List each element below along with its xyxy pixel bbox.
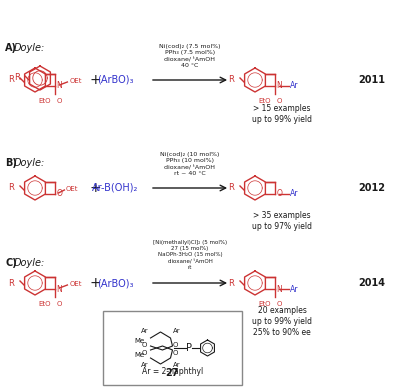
- Text: 27: 27: [166, 368, 179, 378]
- Text: Ar: Ar: [141, 328, 149, 334]
- FancyBboxPatch shape: [103, 311, 242, 385]
- Text: OEt: OEt: [69, 78, 82, 84]
- Text: Ar: Ar: [290, 284, 299, 293]
- Text: Ar = 2-naphthyl: Ar = 2-naphthyl: [142, 367, 203, 376]
- Text: 2014: 2014: [358, 278, 385, 288]
- Text: Ar: Ar: [141, 362, 149, 368]
- Text: Ar: Ar: [173, 328, 180, 334]
- Text: OEt: OEt: [65, 186, 78, 192]
- Text: > 15 examples
up to 99% yield: > 15 examples up to 99% yield: [252, 104, 312, 124]
- Text: O: O: [277, 189, 282, 199]
- Text: C): C): [5, 258, 17, 268]
- Text: 20 examples
up to 99% yield
25% to 90% ee: 20 examples up to 99% yield 25% to 90% e…: [252, 306, 312, 337]
- Text: +: +: [89, 276, 101, 290]
- Text: +: +: [89, 181, 101, 195]
- Text: P: P: [186, 343, 193, 353]
- Text: (ArBO)₃: (ArBO)₃: [97, 75, 133, 85]
- Text: O: O: [56, 301, 62, 307]
- Text: Ar: Ar: [290, 189, 299, 199]
- Text: N: N: [277, 81, 282, 90]
- Text: B): B): [5, 158, 17, 168]
- Text: O: O: [56, 189, 62, 199]
- Text: O: O: [142, 350, 147, 356]
- Text: > 35 examples
up to 97% yield: > 35 examples up to 97% yield: [252, 211, 312, 231]
- Text: O: O: [277, 301, 282, 307]
- Text: (ArBO)₃: (ArBO)₃: [97, 278, 133, 288]
- Text: R: R: [8, 76, 14, 85]
- Text: Me: Me: [134, 352, 145, 358]
- Text: O: O: [56, 98, 62, 104]
- Text: O: O: [277, 98, 282, 104]
- Text: O: O: [173, 342, 178, 348]
- Text: N: N: [277, 284, 282, 293]
- Text: +: +: [89, 73, 101, 87]
- Text: Me: Me: [134, 338, 145, 344]
- Text: [Ni(methallyl)Cl]₂ (5 mol%)
27 (15 mol%)
NaOPh·3H₂O (15 mol%)
dioxane/ ᵗAmOH
rt: [Ni(methallyl)Cl]₂ (5 mol%) 27 (15 mol%)…: [153, 239, 227, 270]
- Text: A): A): [5, 43, 17, 53]
- Text: Ni(cod)₂ (10 mol%)
PPh₃ (10 mol%)
dioxane/ ᵗAmOH
rt ~ 40 °C: Ni(cod)₂ (10 mol%) PPh₃ (10 mol%) dioxan…: [160, 152, 220, 176]
- Text: Ar: Ar: [290, 81, 299, 90]
- Text: N: N: [56, 81, 62, 90]
- Text: 2011: 2011: [358, 75, 385, 85]
- Text: Ar-B(OH)₂: Ar-B(OH)₂: [92, 183, 138, 193]
- Text: R: R: [228, 76, 234, 85]
- Text: N: N: [56, 284, 62, 293]
- Text: O: O: [142, 342, 147, 348]
- Text: Ar: Ar: [173, 362, 180, 368]
- Text: R: R: [228, 184, 234, 192]
- Text: OEt: OEt: [69, 281, 82, 287]
- Text: EtO: EtO: [38, 98, 50, 104]
- Text: EtO: EtO: [38, 301, 50, 307]
- Text: EtO: EtO: [258, 301, 270, 307]
- Text: R: R: [14, 73, 20, 83]
- Text: R: R: [8, 184, 14, 192]
- Text: R: R: [8, 279, 14, 288]
- Text: Doyle:: Doyle:: [14, 158, 45, 168]
- Text: Doyle:: Doyle:: [14, 258, 45, 268]
- Text: EtO: EtO: [258, 98, 270, 104]
- Text: O: O: [173, 350, 178, 356]
- Text: R: R: [228, 279, 234, 288]
- Text: 2012: 2012: [358, 183, 385, 193]
- Text: Doyle:: Doyle:: [14, 43, 45, 53]
- Text: Ni(cod)₂ (7.5 mol%)
PPh₃ (7.5 mol%)
dioxane/ ᵗAmOH
40 °C: Ni(cod)₂ (7.5 mol%) PPh₃ (7.5 mol%) diox…: [159, 44, 221, 68]
